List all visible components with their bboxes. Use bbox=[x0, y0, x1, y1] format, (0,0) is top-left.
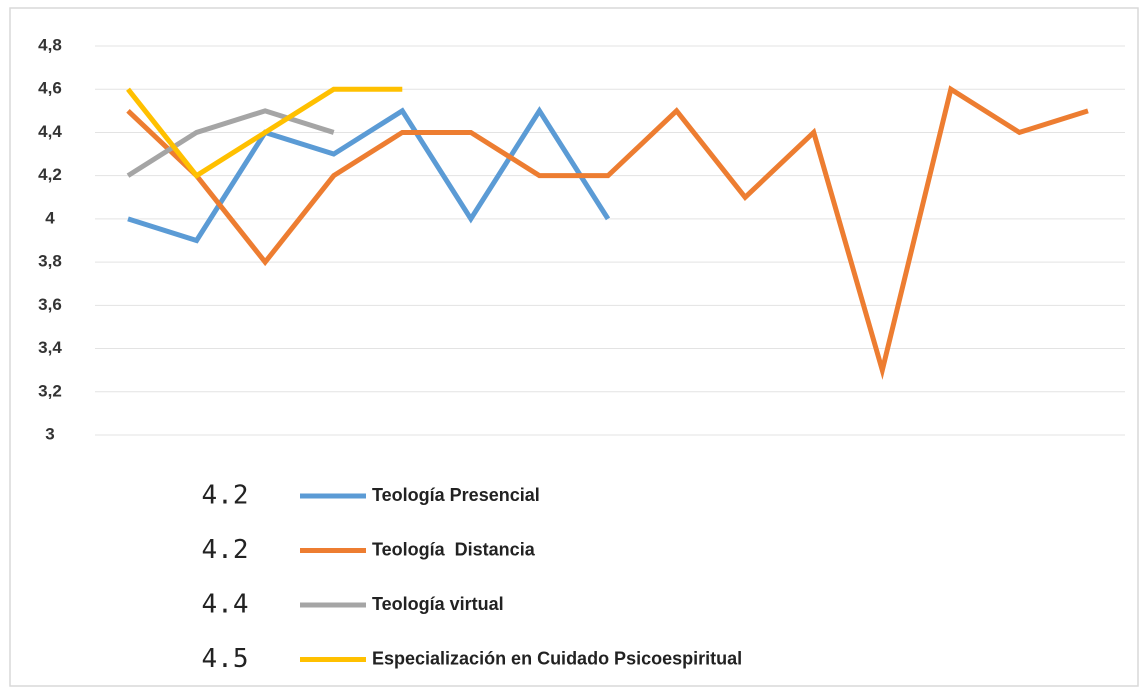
series-line bbox=[126, 86, 403, 179]
legend-label: Teología Presencial bbox=[372, 485, 540, 505]
legend-value: 4.5 bbox=[202, 644, 249, 674]
y-tick-label: 3 bbox=[45, 424, 54, 443]
y-tick-label: 4 bbox=[45, 208, 55, 227]
legend-value: 4.2 bbox=[202, 481, 249, 511]
y-tick-label: 3,6 bbox=[38, 295, 62, 314]
legend-value: 4.4 bbox=[202, 590, 249, 620]
y-tick-label: 3,2 bbox=[38, 381, 62, 400]
y-tick-label: 3,4 bbox=[38, 338, 62, 357]
legend-label: Teología virtual bbox=[372, 594, 504, 614]
legend-label: Especialización en Cuidado Psicoespiritu… bbox=[372, 648, 742, 668]
series-line bbox=[126, 85, 1089, 380]
series-line bbox=[126, 108, 335, 178]
y-tick-label: 3,8 bbox=[38, 252, 62, 271]
y-tick-label: 4,2 bbox=[38, 165, 62, 184]
chart-frame bbox=[9, 7, 1139, 687]
y-tick-label: 4,8 bbox=[38, 35, 62, 54]
legend-label: Teología Distancia bbox=[372, 539, 536, 559]
y-tick-label: 4,4 bbox=[38, 122, 62, 141]
y-tick-label: 4,6 bbox=[38, 79, 62, 98]
series-line bbox=[127, 106, 611, 244]
legend-value: 4.2 bbox=[202, 535, 249, 565]
